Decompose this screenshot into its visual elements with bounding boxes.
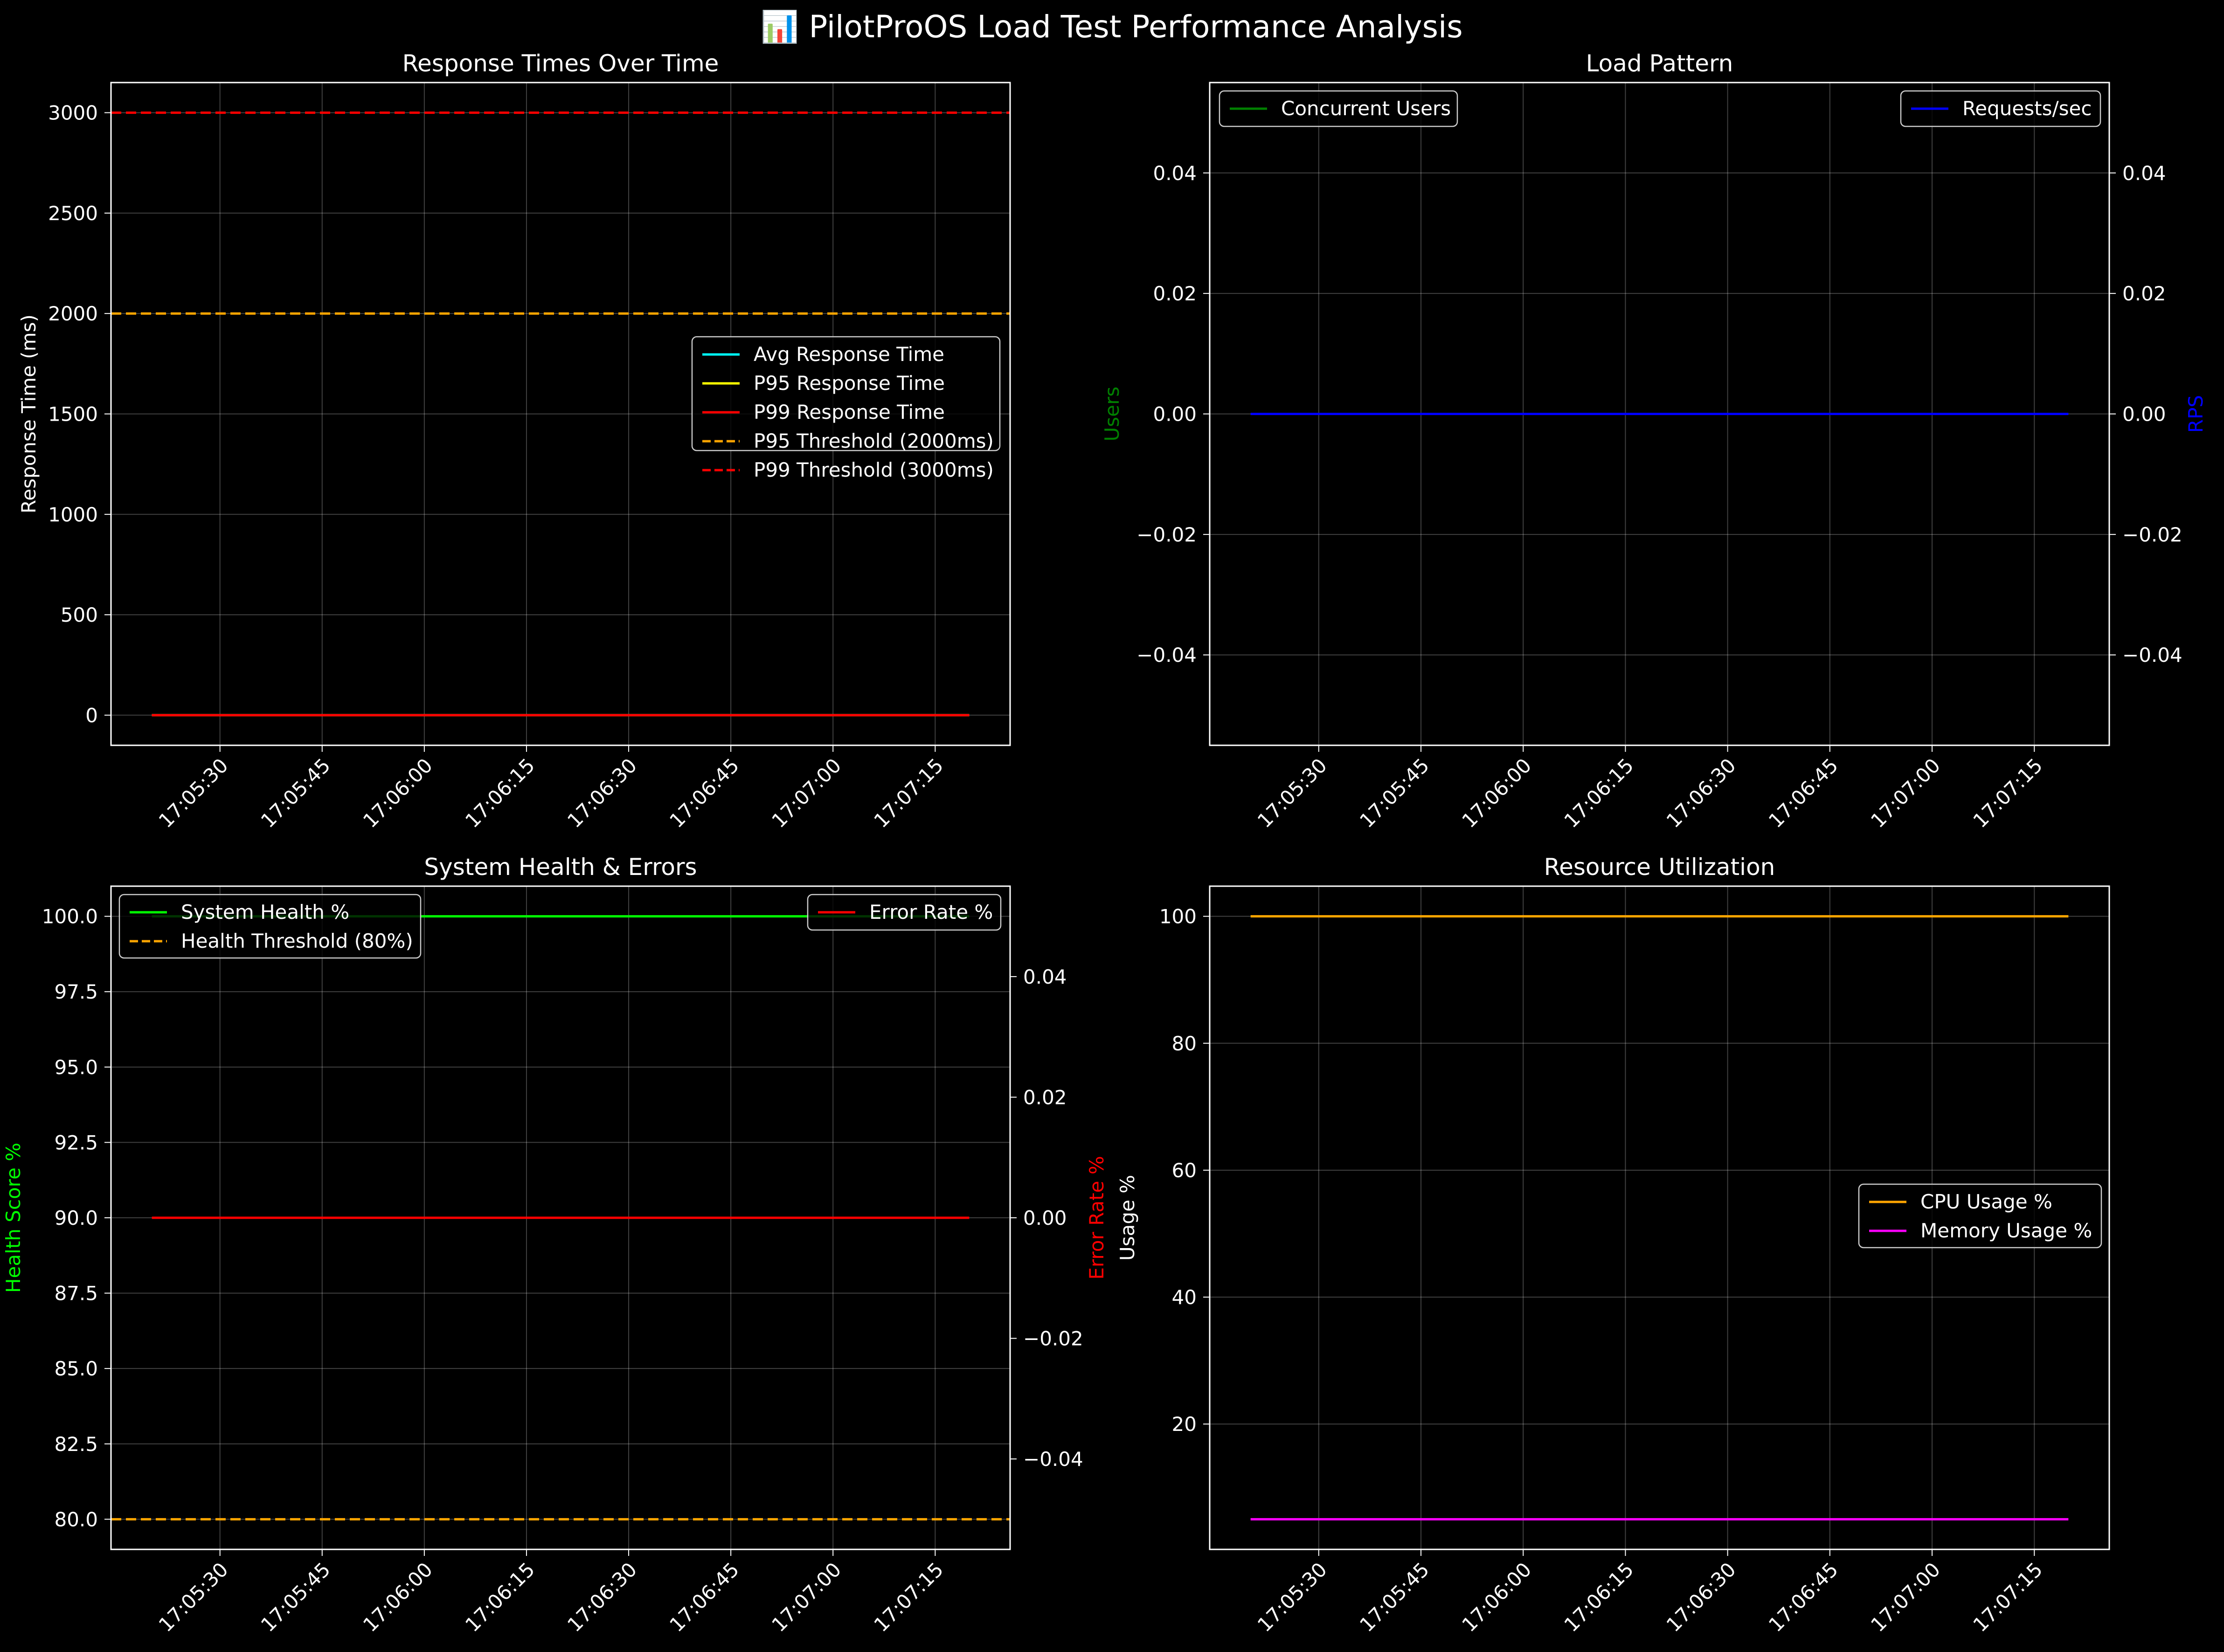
- y-axis-label: Usage %: [1116, 1175, 1139, 1261]
- legend: Requests/sec: [1900, 90, 2101, 127]
- legend: Error Rate %: [807, 894, 1002, 931]
- y-axis-label: Users: [1101, 387, 1123, 442]
- y-tick-label: 0.02: [1153, 282, 1197, 305]
- y2-tick-label: 0.04: [2122, 162, 2166, 185]
- y-tick-label: 40: [1172, 1286, 1197, 1309]
- y-tick-label: 0.00: [1153, 403, 1197, 426]
- chart-title: Response Times Over Time: [402, 50, 719, 77]
- legend: System Health % Health Threshold (80%): [118, 894, 422, 959]
- legend: CPU Usage % Memory Usage %: [1858, 1183, 2102, 1249]
- legend-label: Requests/sec: [1962, 97, 2092, 120]
- plot-frame: [110, 82, 1011, 746]
- y-tick-label: −0.04: [1136, 644, 1197, 666]
- y-tick-label: 3000: [48, 102, 98, 125]
- y-tick-label: 500: [61, 604, 98, 626]
- y-tick-label: 100: [1159, 905, 1197, 928]
- y-tick-label: 90.0: [54, 1207, 98, 1229]
- legend-label: P99 Response Time: [754, 401, 945, 423]
- legend-label: Memory Usage %: [1920, 1219, 2092, 1242]
- y2-tick-label: 0.00: [2122, 403, 2166, 426]
- y2-tick-label: 0.00: [1023, 1207, 1067, 1229]
- chart-title: Load Pattern: [1586, 50, 1733, 77]
- legend-box: [1858, 1183, 2102, 1249]
- y-tick-label: 0.04: [1153, 162, 1197, 185]
- y-tick-label: 80.0: [54, 1508, 98, 1531]
- y2-tick-label: 0.04: [1023, 965, 1067, 988]
- y-tick-label: 2500: [48, 202, 98, 225]
- plot-frame: [110, 885, 1011, 1550]
- legend-label: Error Rate %: [869, 901, 993, 923]
- y-tick-label: 87.5: [54, 1282, 98, 1305]
- y2-tick-label: 0.02: [1023, 1086, 1067, 1109]
- plot-frame: [1209, 82, 2110, 746]
- y2-axis-label: Error Rate %: [1085, 1156, 1108, 1279]
- legend-label: CPU Usage %: [1920, 1190, 2052, 1213]
- y-tick-label: 97.5: [54, 980, 98, 1003]
- legend-label: System Health %: [181, 901, 349, 923]
- y2-tick-label: −0.02: [1023, 1327, 1083, 1350]
- y-tick-label: 0: [85, 704, 98, 727]
- legend-box: [691, 336, 1001, 451]
- chart-title: System Health & Errors: [424, 854, 697, 881]
- legend-label: Concurrent Users: [1281, 97, 1451, 120]
- legend-box: [1900, 90, 2101, 127]
- plot-frame: [1209, 885, 2110, 1550]
- y-axis-label: Response Time (ms): [17, 314, 40, 514]
- legend-label: Health Threshold (80%): [181, 930, 413, 952]
- y2-axis-label: RPS: [2184, 395, 2207, 433]
- legend: Avg Response Time P95 Response Time P99 Re…: [691, 336, 1001, 481]
- y2-tick-label: 0.02: [2122, 282, 2166, 305]
- y-tick-label: 85.0: [54, 1357, 98, 1380]
- y-tick-label: 20: [1172, 1413, 1197, 1436]
- y-tick-label: 60: [1172, 1159, 1197, 1182]
- legend-box: [1219, 90, 1458, 127]
- legend-label: P95 Response Time: [754, 372, 945, 395]
- y2-tick-label: −0.02: [2122, 523, 2182, 546]
- legend-box: [118, 894, 422, 959]
- legend-box: [807, 894, 1002, 931]
- y-tick-label: 92.5: [54, 1131, 98, 1154]
- figure-title: 📊 PilotProOS Load Test Performance Analy…: [761, 9, 1462, 45]
- chart-title: Resource Utilization: [1544, 854, 1775, 881]
- legend-label: Avg Response Time: [754, 343, 944, 366]
- legend: Concurrent Users: [1219, 90, 1458, 127]
- y-tick-label: 1500: [48, 403, 98, 426]
- y-tick-label: −0.02: [1136, 523, 1197, 546]
- y-tick-label: 2000: [48, 302, 98, 325]
- y2-tick-label: −0.04: [2122, 644, 2182, 666]
- y-tick-label: 82.5: [54, 1433, 98, 1456]
- legend-label: P95 Threshold (2000ms): [754, 430, 994, 452]
- y-tick-label: 100.0: [42, 905, 98, 928]
- y-axis-label: Health Score %: [2, 1143, 25, 1293]
- y-tick-label: 95.0: [54, 1056, 98, 1079]
- y2-tick-label: −0.04: [1023, 1448, 1083, 1471]
- y-tick-label: 80: [1172, 1032, 1197, 1055]
- legend-label: P99 Threshold (3000ms): [754, 458, 994, 481]
- y-tick-label: 1000: [48, 503, 98, 526]
